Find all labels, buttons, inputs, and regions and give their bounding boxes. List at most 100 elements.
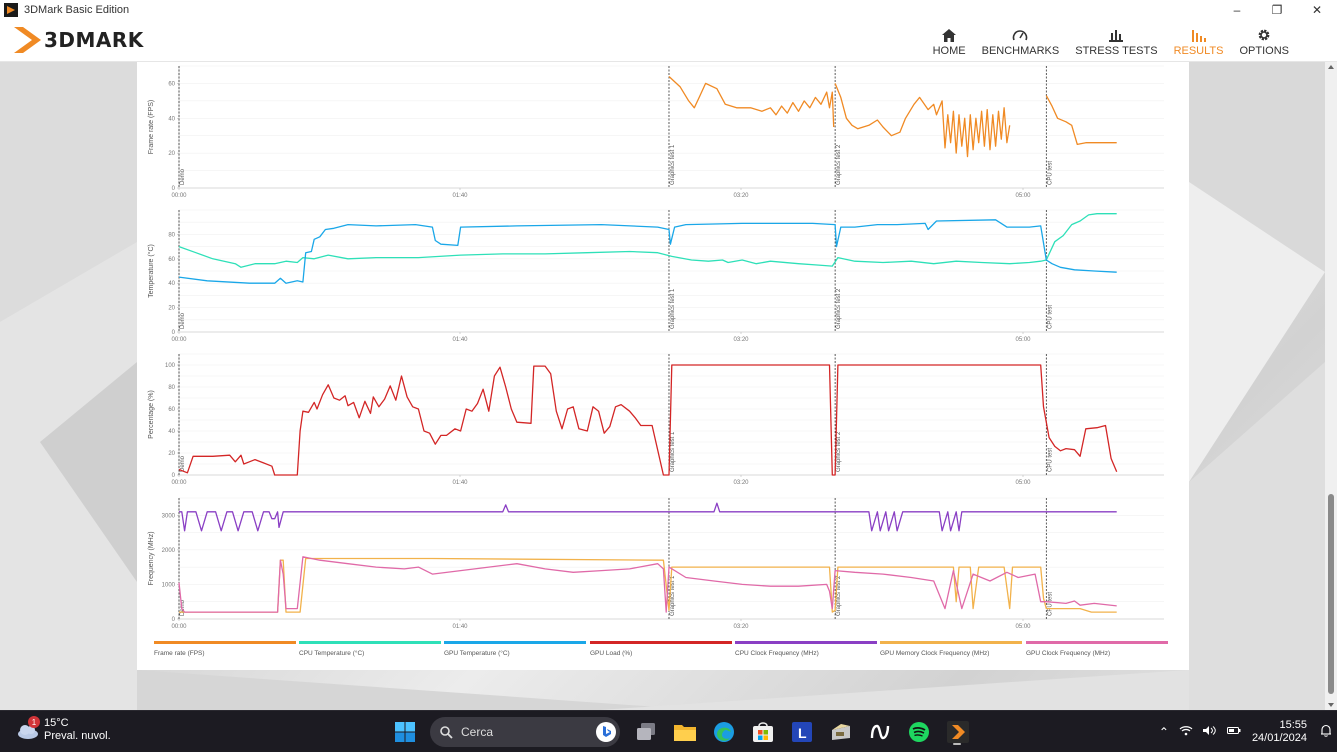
file-explorer-icon[interactable] (665, 717, 704, 747)
main-nav: HOME BENCHMARKS STRESS TESTS RESULTS OPT… (925, 24, 1297, 60)
nav-benchmarks[interactable]: BENCHMARKS (974, 24, 1068, 60)
search-placeholder: Cerca (461, 725, 494, 739)
weather-widget[interactable]: 1 15°C Preval. nuvol. (16, 716, 111, 743)
series-line (179, 557, 1117, 613)
legend-swatch (1026, 641, 1168, 644)
test-marker-label: Graphics test 1 (670, 575, 676, 616)
legend-swatch (154, 641, 296, 644)
test-marker-label: CPU test (1047, 592, 1053, 616)
legend-item: Frame rate (FPS) (154, 641, 296, 657)
series-line (179, 502, 1117, 532)
logo-chevron-icon (14, 27, 41, 53)
l-app-icon[interactable]: L (782, 717, 821, 747)
wifi-icon[interactable] (1179, 725, 1193, 739)
test-marker-label: Demo (180, 168, 186, 185)
nav-benchmarks-label: BENCHMARKS (981, 45, 1060, 57)
spotify-icon[interactable] (899, 717, 938, 747)
weather-temp: 15°C (44, 717, 69, 729)
y-tick-label: 3000 (162, 513, 176, 519)
test-marker-label: Graphics test 2 (836, 144, 842, 185)
legend-swatch (299, 641, 441, 644)
y-tick-label: 0 (172, 473, 176, 479)
test-marker-label: Graphics test 2 (836, 575, 842, 616)
vertical-scrollbar[interactable] (1325, 62, 1337, 710)
x-tick-label: 05:00 (1015, 624, 1031, 630)
results-icon (1191, 27, 1206, 43)
x-tick-label: 03:20 (733, 480, 749, 486)
notification-badge: 1 (28, 716, 40, 728)
results-panel: 0 20 40 60 Frame rate (FPS) 00:00 01:40 03:20 05… (137, 62, 1189, 670)
clock-time: 15:55 (1279, 719, 1307, 731)
battery-icon[interactable] (1226, 725, 1241, 739)
chevron-up-icon[interactable]: ⌃ (1158, 725, 1169, 739)
x-tick-label: 01:40 (452, 193, 468, 199)
test-marker-label: CPU test (1047, 448, 1053, 472)
test-marker-label: CPU test (1047, 305, 1053, 329)
taskbar-search[interactable]: Cerca (430, 717, 620, 747)
scroll-down-icon[interactable] (1328, 703, 1334, 707)
taskbar-clock[interactable]: 15:55 24/01/2024 (1252, 719, 1307, 745)
x-tick-label: 03:20 (733, 193, 749, 199)
legend-swatch (444, 641, 586, 644)
y-tick-label: 2000 (162, 548, 176, 554)
restore-button[interactable]: ❐ (1271, 3, 1283, 17)
y-tick-label: 0 (172, 186, 176, 192)
gauge-icon (1012, 27, 1028, 43)
legend-label: GPU Load (%) (590, 650, 633, 657)
weather-desc: Preval. nuvol. (44, 730, 111, 742)
x-tick-label: 00:00 (171, 624, 187, 630)
nav-home-label: HOME (932, 45, 966, 57)
3dmark-app-icon (4, 3, 18, 17)
logo-text: 3DMARK (44, 28, 144, 52)
svg-text:L: L (798, 725, 807, 741)
series-line (1045, 95, 1117, 146)
y-tick-label: 60 (168, 407, 175, 413)
y-tick-label: 0 (172, 330, 176, 336)
legend-item: GPU Temperature (°C) (444, 641, 586, 657)
test-marker-label: Demo (180, 599, 186, 616)
3dmark-logo[interactable]: 3DMARK (14, 27, 144, 53)
legend-label: Frame rate (FPS) (154, 650, 205, 657)
test-marker-label: Demo (180, 312, 186, 329)
3dmark-icon[interactable] (938, 717, 977, 747)
test-marker-label: CPU test (1047, 161, 1053, 185)
x-tick-label: 01:40 (452, 480, 468, 486)
taskbar-apps: Cerca L (385, 717, 977, 747)
legend-label: GPU Clock Frequency (MHz) (1026, 650, 1111, 657)
close-button[interactable]: ✕ (1311, 3, 1323, 17)
y-tick-label: 20 (168, 306, 175, 312)
notion-icon[interactable] (860, 717, 899, 747)
scrollbar-thumb[interactable] (1328, 494, 1334, 694)
app-icon[interactable] (821, 717, 860, 747)
legend-label: GPU Temperature (°C) (444, 650, 510, 657)
clock-date: 24/01/2024 (1251, 732, 1307, 744)
y-tick-label: 40 (168, 116, 175, 122)
scroll-up-icon[interactable] (1328, 65, 1334, 69)
chart-panel: 0 20 40 60 80 100 Percentage (%) 00:00 01:40 03:2… (148, 353, 1164, 486)
x-tick-label: 01:40 (452, 337, 468, 343)
legend-item: GPU Load (%) (590, 641, 732, 657)
legend-label: GPU Memory Clock Frequency (MHz) (880, 650, 990, 657)
home-icon (942, 27, 957, 43)
minimize-button[interactable]: – (1233, 3, 1241, 17)
x-tick-label: 05:00 (1015, 480, 1031, 486)
y-axis-label: Temperature (°C) (147, 244, 155, 298)
weather-text: 15°C Preval. nuvol. (44, 717, 111, 743)
windows-start-icon[interactable] (385, 717, 424, 747)
task-view-icon[interactable] (626, 717, 665, 747)
window-title: 3DMark Basic Edition (24, 4, 130, 16)
bing-icon[interactable] (596, 722, 616, 742)
legend-item: CPU Clock Frequency (MHz) (735, 641, 877, 657)
bell-icon[interactable] (1320, 724, 1332, 740)
nav-home[interactable]: HOME (925, 24, 974, 60)
search-icon (440, 725, 453, 739)
window-controls: – ❐ ✕ (1217, 0, 1337, 20)
x-tick-label: 00:00 (171, 337, 187, 343)
volume-icon[interactable] (1202, 725, 1217, 739)
nav-results[interactable]: RESULTS (1166, 24, 1232, 60)
nav-stress-tests[interactable]: STRESS TESTS (1067, 24, 1165, 60)
edge-icon[interactable] (704, 717, 743, 747)
chart-panel: 0 1000 2000 3000 Frequency (MHz) 00:00 01:40 03… (148, 497, 1164, 630)
store-icon[interactable] (743, 717, 782, 747)
nav-options[interactable]: OPTIONS (1231, 24, 1297, 60)
